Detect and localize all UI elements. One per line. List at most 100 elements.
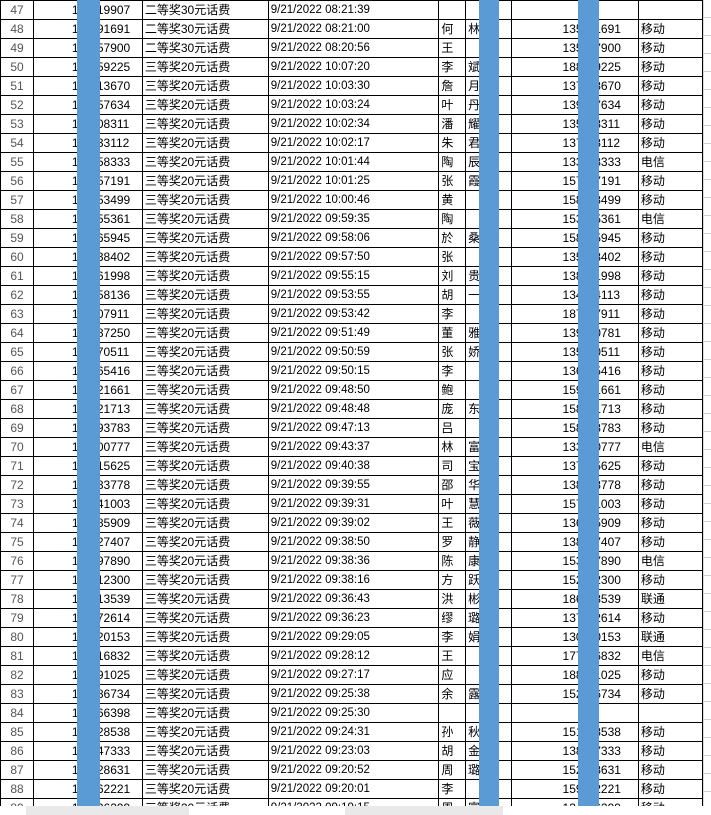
cell-given-name[interactable] <box>465 665 512 685</box>
cell-given-name[interactable] <box>465 247 512 267</box>
cell-surname[interactable]: 陶 <box>438 152 467 172</box>
cell-timestamp[interactable]: 9/21/2022 09:38:16 <box>267 570 440 590</box>
cell-surname[interactable]: 於 <box>438 228 467 248</box>
cell-prize[interactable]: 三等奖20元话费 <box>141 190 269 210</box>
cell-timestamp[interactable]: 9/21/2022 10:02:17 <box>267 133 440 153</box>
cell-phone-suffix-2[interactable]: 41003 <box>584 494 639 514</box>
cell-phone-suffix-2[interactable]: 85909 <box>584 513 639 533</box>
row-header[interactable]: 71 <box>0 456 35 476</box>
cell-prize[interactable]: 二等奖30元话费 <box>141 38 269 58</box>
cell-phone-prefix-2[interactable]: 158 <box>510 399 586 419</box>
cell-phone-suffix[interactable]: 53499 <box>93 190 143 210</box>
cell-timestamp[interactable]: 9/21/2022 09:53:55 <box>267 285 440 305</box>
cell-timestamp[interactable]: 9/21/2022 09:48:48 <box>267 399 440 419</box>
cell-phone-prefix-2[interactable]: 188 <box>510 665 586 685</box>
cell-timestamp[interactable]: 9/21/2022 10:07:20 <box>267 57 440 77</box>
cell-phone-prefix-2[interactable]: 135 <box>510 247 586 267</box>
cell-phone-suffix-2[interactable]: 59225 <box>584 57 639 77</box>
cell-timestamp[interactable]: 9/21/2022 09:23:03 <box>267 741 440 761</box>
cell-carrier[interactable]: 移动 <box>637 95 704 115</box>
cell-given-name[interactable] <box>465 0 512 20</box>
cell-phone-suffix-2[interactable]: 83778 <box>584 475 639 495</box>
cell-given-name[interactable]: 娇 <box>465 342 512 362</box>
cell-given-name[interactable]: 一 <box>465 285 512 305</box>
cell-phone-suffix[interactable]: 07911 <box>93 304 143 324</box>
cell-phone-prefix-2[interactable]: 135 <box>510 114 586 134</box>
cell-surname[interactable]: 叶 <box>438 494 467 514</box>
row-header[interactable]: 88 <box>0 779 35 799</box>
cell-phone-suffix-2[interactable]: 70511 <box>584 342 639 362</box>
cell-prize[interactable]: 三等奖20元话费 <box>141 133 269 153</box>
cell-timestamp[interactable]: 9/21/2022 09:50:15 <box>267 361 440 381</box>
cell-phone-prefix-2[interactable]: 135 <box>510 19 586 39</box>
cell-phone-prefix[interactable]: 187 <box>33 304 95 324</box>
cell-carrier[interactable]: 联通 <box>637 589 704 609</box>
cell-phone-suffix[interactable]: 65416 <box>93 361 143 381</box>
cell-carrier[interactable]: 移动 <box>637 760 704 780</box>
cell-phone-suffix-2[interactable]: 61998 <box>584 266 639 286</box>
cell-carrier[interactable]: 移动 <box>637 532 704 552</box>
cell-phone-prefix[interactable]: 135 <box>33 38 95 58</box>
cell-phone-suffix[interactable]: 85909 <box>93 513 143 533</box>
cell-carrier[interactable]: 移动 <box>637 76 704 96</box>
cell-given-name[interactable]: 贵 <box>465 266 512 286</box>
cell-carrier[interactable]: 移动 <box>637 570 704 590</box>
cell-phone-prefix-2[interactable]: 158 <box>510 228 586 248</box>
table-row[interactable]: 73 157 41003 三等奖20元话费 9/21/2022 09:39:31 叶慧 15… <box>0 494 704 514</box>
cell-phone-prefix-2[interactable]: 138 <box>510 532 586 552</box>
table-row[interactable]: 57 158 53499 三等奖20元话费 9/21/2022 10:00:46 黄 158… <box>0 190 704 210</box>
cell-phone-suffix[interactable]: 93783 <box>93 418 143 438</box>
cell-phone-prefix[interactable]: 188 <box>33 57 95 77</box>
cell-carrier[interactable]: 移动 <box>637 456 704 476</box>
cell-phone-suffix[interactable]: 72614 <box>93 608 143 628</box>
cell-phone-suffix[interactable]: 66398 <box>93 703 143 723</box>
cell-carrier[interactable]: 移动 <box>637 247 704 267</box>
row-header[interactable]: 86 <box>0 741 35 761</box>
cell-prize[interactable]: 三等奖20元话费 <box>141 380 269 400</box>
cell-phone-suffix-2[interactable]: 86734 <box>584 684 639 704</box>
cell-timestamp[interactable]: 9/21/2022 09:40:38 <box>267 456 440 476</box>
cell-surname[interactable]: 李 <box>438 361 467 381</box>
cell-prize[interactable]: 三等奖20元话费 <box>141 779 269 799</box>
cell-surname[interactable]: 张 <box>438 171 467 191</box>
cell-phone-prefix-2[interactable]: 158 <box>510 418 586 438</box>
table-row[interactable]: 56 157 57191 三等奖20元话费 9/21/2022 10:01:25 张霞 15… <box>0 171 704 191</box>
table-row[interactable]: 61 138 61998 三等奖20元话费 9/21/2022 09:55:15 刘贵 13… <box>0 266 704 286</box>
cell-timestamp[interactable]: 9/21/2022 10:01:44 <box>267 152 440 172</box>
cell-surname[interactable]: 王 <box>438 646 467 666</box>
row-header[interactable]: 57 <box>0 190 35 210</box>
cell-carrier[interactable] <box>637 0 704 20</box>
table-row[interactable]: 80 130 20153 三等奖20元话费 9/21/2022 09:29:05 李娟 13… <box>0 627 704 647</box>
row-header[interactable]: 73 <box>0 494 35 514</box>
cell-carrier[interactable]: 移动 <box>637 684 704 704</box>
table-row[interactable]: 87 152 28631 三等奖20元话费 9/21/2022 09:20:52 周璐 15… <box>0 760 704 780</box>
cell-carrier[interactable]: 移动 <box>637 513 704 533</box>
cell-phone-prefix[interactable]: 133 <box>33 152 95 172</box>
cell-phone-prefix-2[interactable]: 152 <box>510 684 586 704</box>
cell-phone-prefix-2[interactable]: 153 <box>510 209 586 229</box>
cell-prize[interactable]: 三等奖20元话费 <box>141 722 269 742</box>
cell-phone-suffix-2[interactable]: 93783 <box>584 418 639 438</box>
cell-phone-suffix[interactable]: 28631 <box>93 760 143 780</box>
cell-phone-suffix[interactable]: 86734 <box>93 684 143 704</box>
row-header[interactable]: 81 <box>0 646 35 666</box>
cell-phone-prefix[interactable]: 135 <box>33 342 95 362</box>
cell-given-name[interactable]: 彬 <box>465 589 512 609</box>
cell-phone-prefix-2[interactable]: 159 <box>510 779 586 799</box>
cell-phone-prefix[interactable]: 158 <box>33 418 95 438</box>
row-header[interactable]: 82 <box>0 665 35 685</box>
cell-phone-prefix[interactable]: 137 <box>33 133 95 153</box>
cell-given-name[interactable]: 秋 <box>465 722 512 742</box>
row-header[interactable]: 59 <box>0 228 35 248</box>
cell-phone-suffix-2[interactable]: 91691 <box>584 19 639 39</box>
cell-timestamp[interactable]: 9/21/2022 09:39:31 <box>267 494 440 514</box>
cell-given-name[interactable]: 薇 <box>465 513 512 533</box>
cell-prize[interactable]: 三等奖20元话费 <box>141 627 269 647</box>
row-header[interactable]: 79 <box>0 608 35 628</box>
cell-phone-prefix-2[interactable]: 138 <box>510 266 586 286</box>
cell-phone-suffix-2[interactable]: 20153 <box>584 627 639 647</box>
cell-phone-prefix-2[interactable]: 133 <box>510 437 586 457</box>
table-row[interactable]: 70 133 00777 三等奖20元话费 9/21/2022 09:43:37 林富 13… <box>0 437 704 457</box>
cell-phone-prefix[interactable]: 158 <box>33 190 95 210</box>
cell-phone-suffix[interactable]: 97890 <box>93 551 143 571</box>
